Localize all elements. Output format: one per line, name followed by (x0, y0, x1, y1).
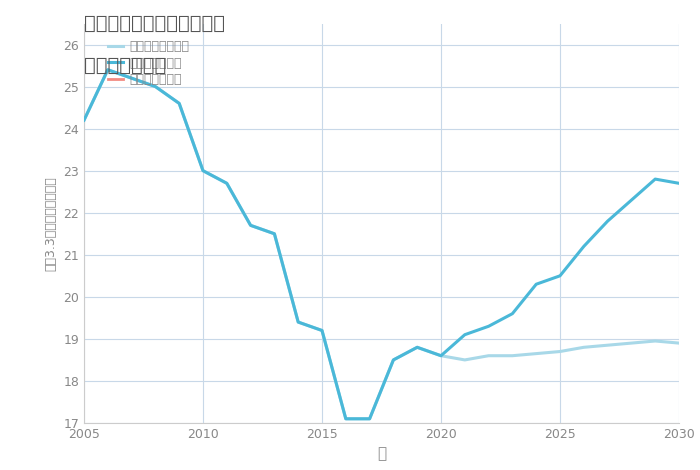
ノーマルシナリオ (603, 342, 612, 348)
ノーマルシナリオ (651, 338, 659, 344)
グッドシナリオ (246, 222, 255, 228)
グッドシナリオ (270, 231, 279, 236)
グッドシナリオ (413, 345, 421, 350)
Y-axis label: 坪（3.3㎡）単価（万円）: 坪（3.3㎡）単価（万円） (45, 176, 57, 271)
グッドシナリオ (80, 118, 88, 123)
Text: 兵庫県豊岡市但東町小坂の: 兵庫県豊岡市但東町小坂の (84, 14, 225, 33)
ノーマルシナリオ (342, 416, 350, 422)
グッドシナリオ (127, 75, 136, 81)
ノーマルシナリオ (461, 357, 469, 363)
ノーマルシナリオ (270, 231, 279, 236)
ノーマルシナリオ (80, 118, 88, 123)
Legend: ノーマルシナリオ, グッドシナリオ, バッドシナリオ: ノーマルシナリオ, グッドシナリオ, バッドシナリオ (102, 34, 196, 93)
グッドシナリオ (389, 357, 398, 363)
グッドシナリオ (223, 180, 231, 186)
ノーマルシナリオ (199, 168, 207, 173)
Line: グッドシナリオ: グッドシナリオ (84, 70, 679, 419)
ノーマルシナリオ (175, 101, 183, 106)
ノーマルシナリオ (151, 84, 160, 89)
ノーマルシナリオ (127, 75, 136, 81)
グッドシナリオ (461, 332, 469, 337)
グッドシナリオ (556, 273, 564, 279)
グッドシナリオ (318, 328, 326, 333)
ノーマルシナリオ (318, 328, 326, 333)
Text: 土地の価格推移: 土地の価格推移 (84, 56, 167, 75)
X-axis label: 年: 年 (377, 446, 386, 462)
グッドシナリオ (603, 219, 612, 224)
ノーマルシナリオ (675, 340, 683, 346)
グッドシナリオ (484, 323, 493, 329)
ノーマルシナリオ (580, 345, 588, 350)
ノーマルシナリオ (437, 353, 445, 359)
Line: ノーマルシナリオ: ノーマルシナリオ (84, 70, 679, 419)
グッドシナリオ (508, 311, 517, 316)
グッドシナリオ (199, 168, 207, 173)
グッドシナリオ (342, 416, 350, 422)
グッドシナリオ (151, 84, 160, 89)
ノーマルシナリオ (413, 345, 421, 350)
ノーマルシナリオ (532, 351, 540, 356)
ノーマルシナリオ (104, 67, 112, 72)
グッドシナリオ (104, 67, 112, 72)
グッドシナリオ (365, 416, 374, 422)
グッドシナリオ (532, 282, 540, 287)
ノーマルシナリオ (223, 180, 231, 186)
ノーマルシナリオ (365, 416, 374, 422)
ノーマルシナリオ (294, 319, 302, 325)
グッドシナリオ (675, 180, 683, 186)
グッドシナリオ (580, 243, 588, 249)
ノーマルシナリオ (556, 349, 564, 354)
ノーマルシナリオ (484, 353, 493, 359)
グッドシナリオ (651, 176, 659, 182)
グッドシナリオ (175, 101, 183, 106)
ノーマルシナリオ (508, 353, 517, 359)
グッドシナリオ (294, 319, 302, 325)
グッドシナリオ (437, 353, 445, 359)
ノーマルシナリオ (246, 222, 255, 228)
ノーマルシナリオ (389, 357, 398, 363)
グッドシナリオ (627, 197, 636, 203)
ノーマルシナリオ (627, 340, 636, 346)
